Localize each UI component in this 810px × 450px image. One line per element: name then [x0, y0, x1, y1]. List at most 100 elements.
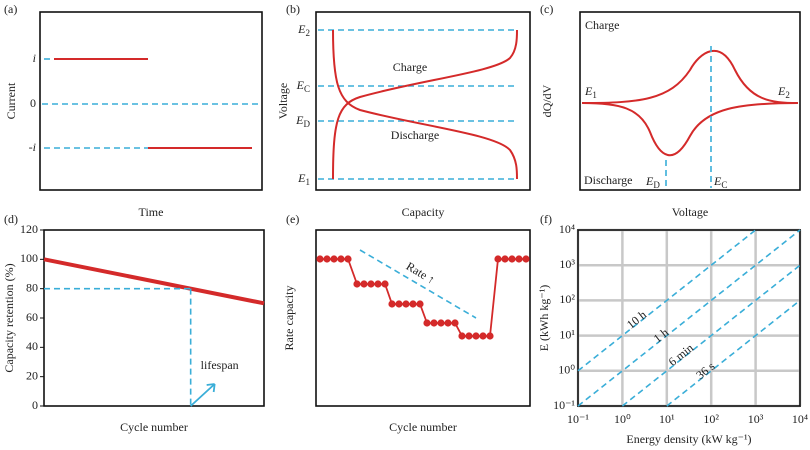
y-axis-label: Current [4, 82, 18, 119]
arrow [190, 383, 216, 407]
series-label: 1 h [651, 325, 671, 345]
series-label: 6 min [666, 341, 696, 369]
rate-dot [416, 300, 424, 308]
panel-frame [43, 229, 265, 407]
x-tick-label: 10² [703, 412, 719, 426]
rate-dot [395, 300, 403, 308]
label-main: E [584, 84, 593, 98]
rate-dot [423, 319, 431, 327]
y-tick-label: 20 [26, 368, 38, 382]
y-axis-label: E (kWh kg⁻¹) [537, 285, 551, 352]
rate-dot [508, 255, 516, 263]
rate-dot [374, 280, 382, 288]
panel-frame [577, 229, 801, 407]
label-sub: C [304, 84, 310, 94]
label-sub: D [304, 119, 311, 129]
x-axis-label: Time [139, 205, 164, 219]
rate-dot [353, 280, 361, 288]
label-main: E [296, 78, 305, 92]
y-tick-label: 120 [20, 222, 38, 236]
x-axis-label: Cycle number [389, 420, 457, 434]
y-tick-label: 80 [26, 280, 38, 294]
panel-label: (e) [286, 212, 299, 226]
label-main: E [297, 22, 306, 36]
rate-dot [458, 332, 466, 340]
level-label: EC [296, 78, 310, 94]
rate-dot [494, 255, 502, 263]
charge-curve [581, 49, 799, 104]
label-main: E [295, 113, 304, 127]
label-sub: D [653, 180, 660, 190]
x-axis-label: Voltage [672, 205, 708, 219]
label-sub: 2 [785, 90, 790, 100]
panel-frame [39, 11, 263, 191]
y-tick-label: 40 [26, 339, 38, 353]
rate-dot [515, 255, 523, 263]
charge-curve [332, 29, 518, 180]
y-tick-label: 10⁻¹ [553, 398, 575, 412]
annotation: Charge [393, 60, 427, 74]
annotation: lifespan [201, 358, 239, 372]
rate-dot [486, 332, 494, 340]
rate-dot [430, 319, 438, 327]
label-sub: 2 [306, 28, 311, 38]
y-axis-label: dQ/dV [540, 84, 554, 117]
label-sub: C [721, 180, 727, 190]
panel-label: (f) [540, 212, 552, 226]
rate-dot [409, 300, 417, 308]
x-tick-label: 10⁴ [792, 412, 808, 426]
level-label: E2 [297, 22, 310, 38]
label-sub: 1 [592, 90, 597, 100]
time-line [577, 229, 757, 372]
panel-frame [315, 11, 531, 191]
annotation: Rate ↑ [404, 259, 438, 287]
rate-dot [388, 300, 396, 308]
label-sub: 1 [306, 177, 311, 187]
y-tick-label: 0 [30, 96, 36, 110]
series-label: 36 s [693, 359, 717, 382]
rate-dot [323, 255, 331, 263]
rate-dot [316, 255, 324, 263]
label-main: E [713, 174, 722, 188]
y-tick-label: 10² [559, 292, 575, 306]
rate-dot [501, 255, 509, 263]
time-line [621, 264, 801, 407]
y-tick-label: 0 [32, 398, 38, 412]
point-label: E1 [584, 84, 597, 100]
rate-dot [465, 332, 473, 340]
rate-dot [367, 280, 375, 288]
annotation: Charge [585, 18, 619, 32]
rate-dot [437, 319, 445, 327]
time-line [577, 229, 801, 407]
y-tick-label: i [33, 51, 36, 65]
discharge-curve [581, 102, 799, 157]
y-axis-label: Rate capacity [282, 286, 296, 351]
rate-dot [330, 255, 338, 263]
rate-dot [472, 332, 480, 340]
panel-frame [315, 229, 531, 407]
y-tick-label: 10³ [559, 257, 575, 271]
panel-label: (a) [4, 2, 17, 16]
y-tick-label: 100 [20, 251, 38, 265]
panel-label: (b) [286, 2, 300, 16]
annotation: Discharge [584, 173, 632, 187]
x-axis-label: Energy density (kW kg⁻¹) [626, 432, 751, 446]
rate-dot [444, 319, 452, 327]
rate-dot [381, 280, 389, 288]
label-main: E [777, 84, 786, 98]
x-tick-label: 10⁻¹ [567, 412, 589, 426]
rate-dot [479, 332, 487, 340]
y-tick-label: 10⁴ [559, 222, 575, 236]
series-label: 10 h [624, 308, 649, 332]
y-tick-label: 10⁰ [558, 363, 575, 377]
y-tick-label: 10¹ [559, 327, 575, 341]
annotation: Discharge [391, 128, 439, 142]
rate-dot [402, 300, 410, 308]
x-axis-label: Cycle number [120, 420, 188, 434]
x-tick-label: 10⁰ [614, 412, 631, 426]
panel-label: (d) [4, 212, 18, 226]
label-main: E [645, 174, 654, 188]
level-label: ED [295, 113, 310, 129]
y-axis-label: Capacity retention (%) [2, 263, 16, 372]
